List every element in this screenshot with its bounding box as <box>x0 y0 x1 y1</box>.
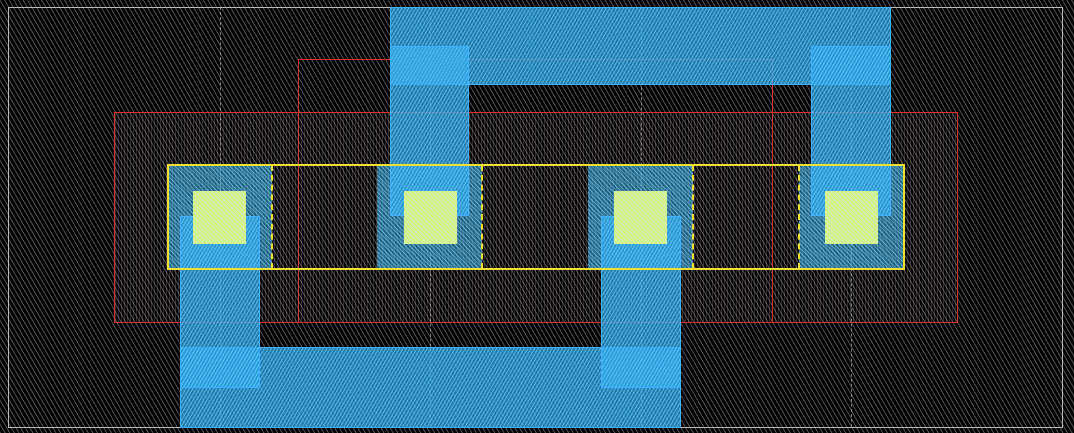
metal-bottom-bar[interactable] <box>180 347 681 428</box>
metal-top-left-leg[interactable] <box>390 46 469 216</box>
gate-edge <box>271 165 273 269</box>
active-diffusion[interactable] <box>167 164 905 270</box>
contact-cut-4[interactable] <box>825 191 878 244</box>
gate-edge <box>692 165 694 269</box>
gate-edge <box>481 165 483 269</box>
metal-bottom-right-leg[interactable] <box>601 216 681 388</box>
contact-cut-2[interactable] <box>404 191 457 244</box>
gate-edge <box>798 165 800 269</box>
metal-bottom-left-leg[interactable] <box>180 216 260 388</box>
contact-cut-3[interactable] <box>614 191 667 244</box>
metal-top-bar[interactable] <box>390 7 891 85</box>
metal-top-right-leg[interactable] <box>811 46 891 216</box>
contact-cut-1[interactable] <box>193 191 246 244</box>
